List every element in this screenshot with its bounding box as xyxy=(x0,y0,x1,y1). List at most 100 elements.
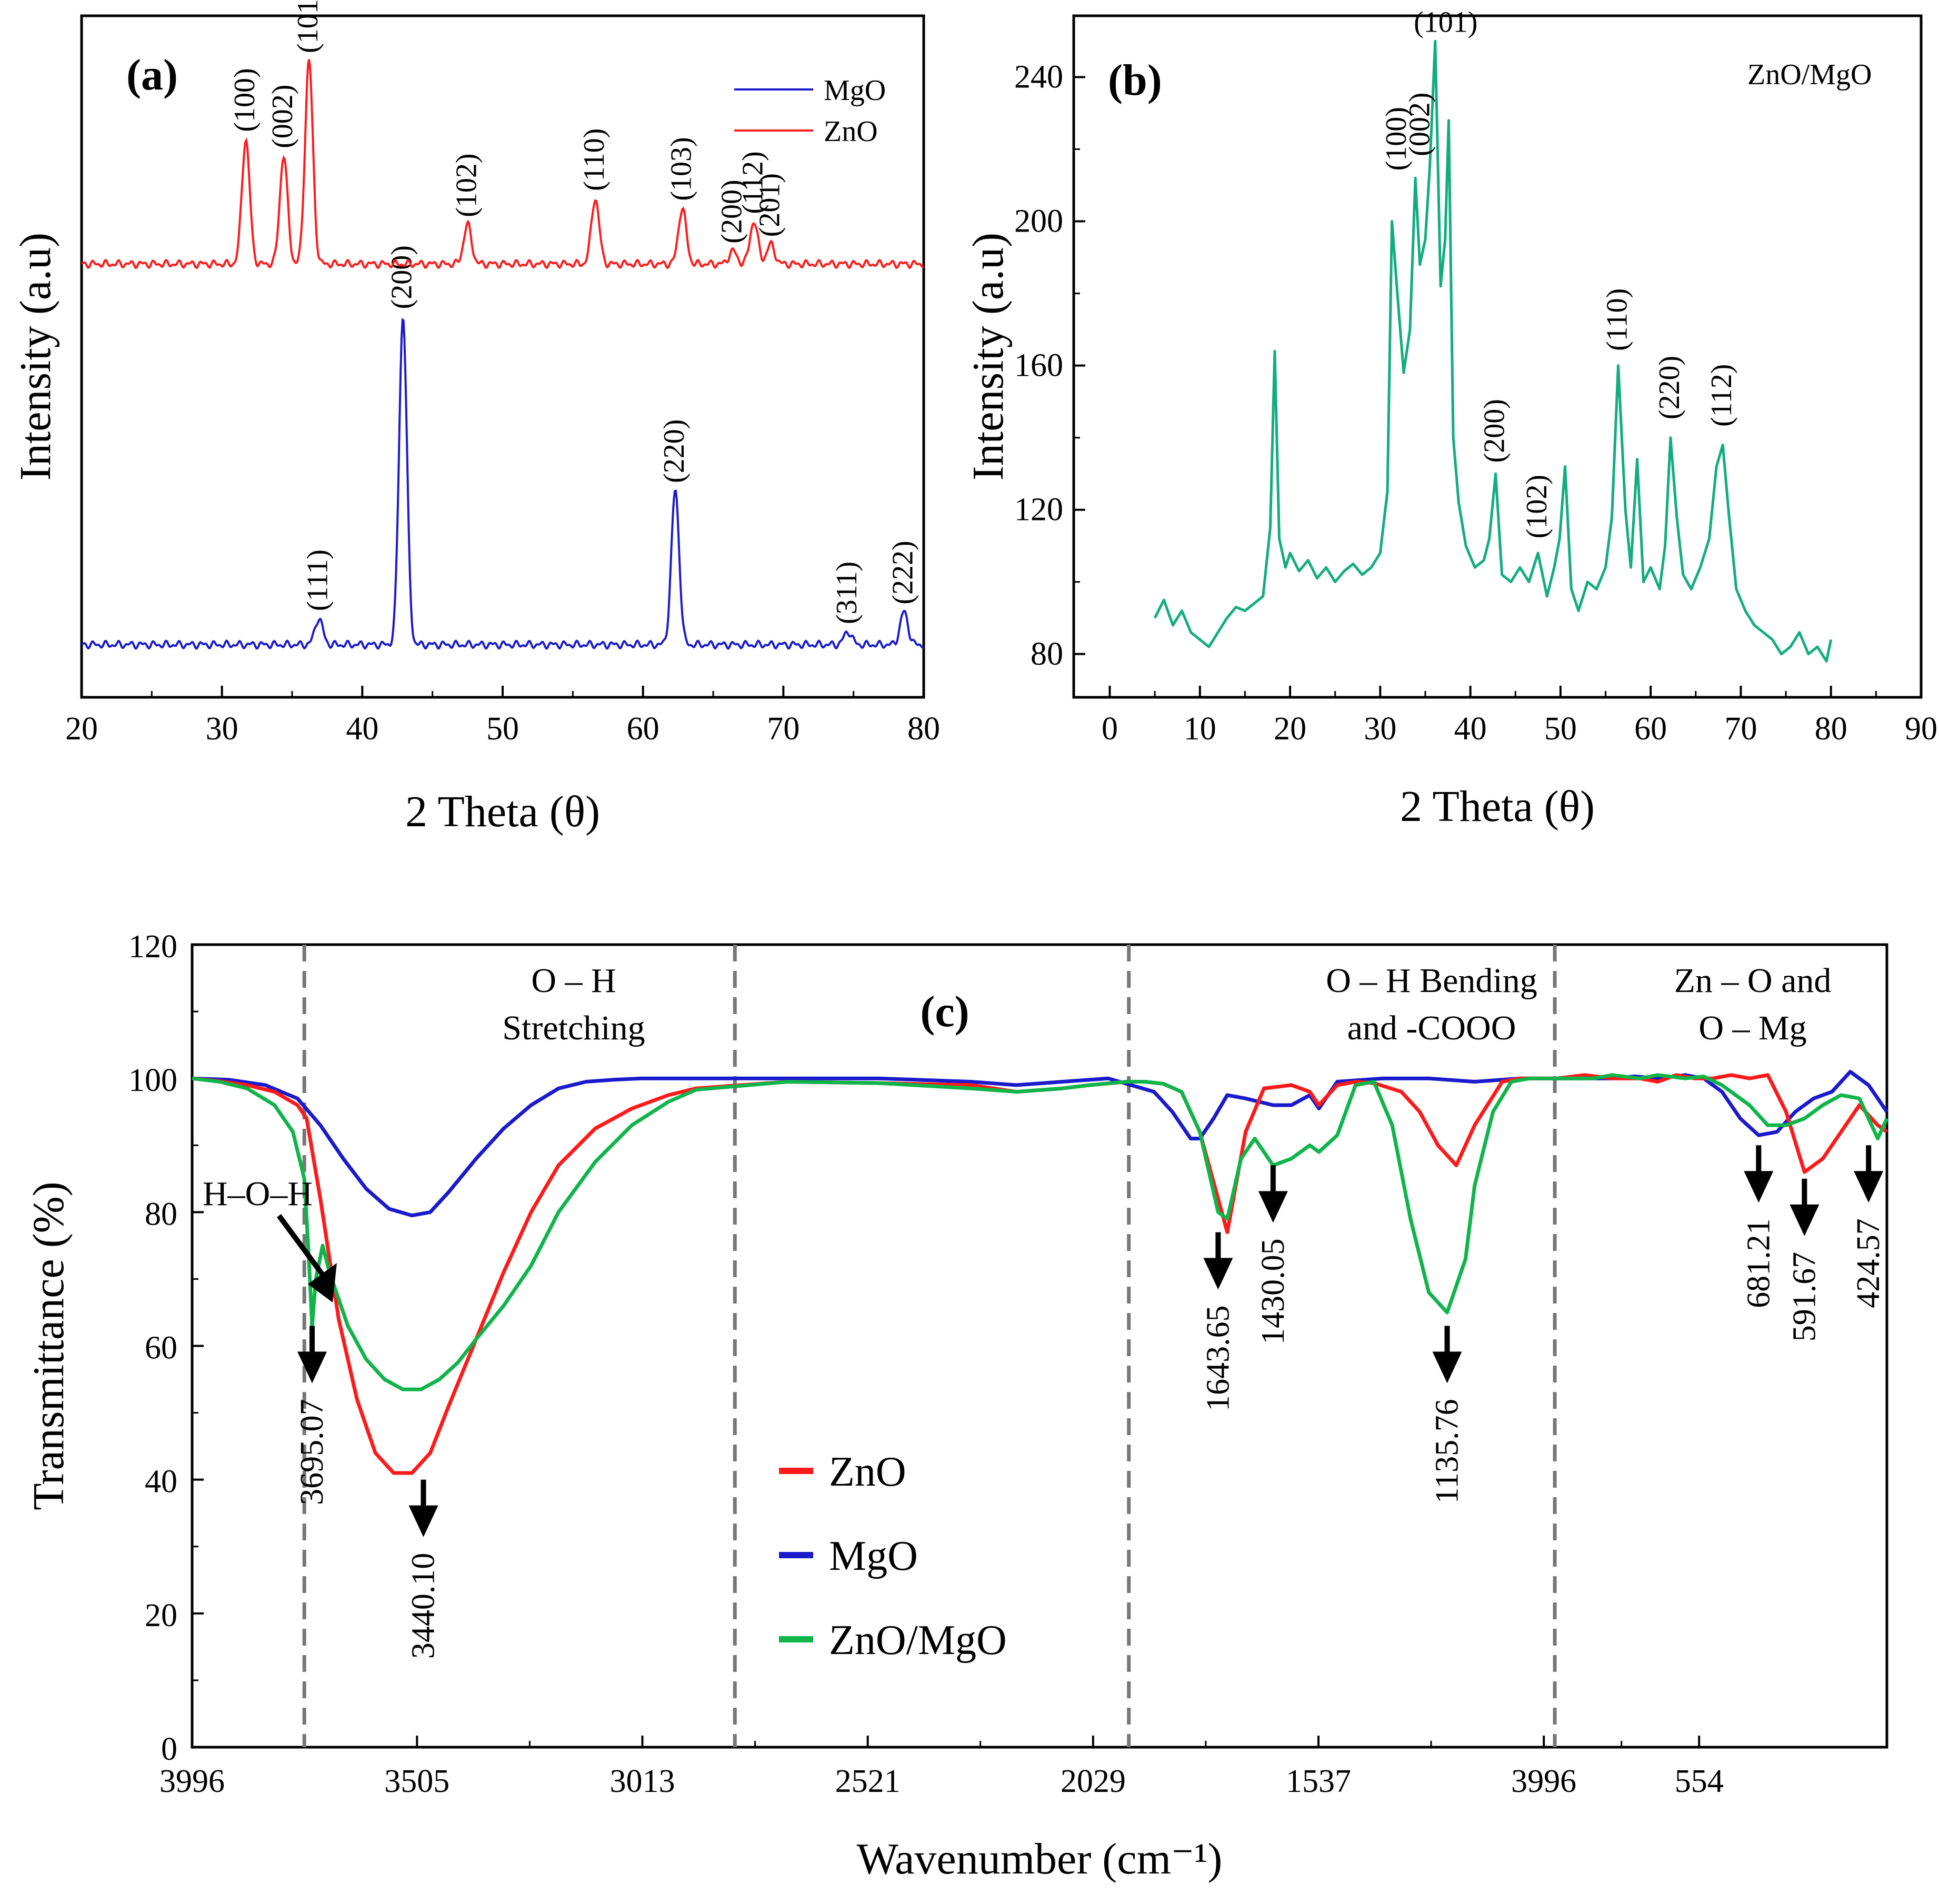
hoh-label: H–O–H xyxy=(203,1175,313,1213)
x-axis-title: 2 Theta (θ) xyxy=(405,787,600,836)
peak-label: (112) xyxy=(736,151,769,214)
peak-wavenumber-label: 1643.65 xyxy=(1200,1305,1236,1411)
peak-label: (222) xyxy=(887,540,919,604)
y-tick-label: 160 xyxy=(1014,348,1063,384)
region-label: O – H Bending xyxy=(1326,961,1537,1000)
y-tick-label: 120 xyxy=(128,929,177,965)
x-tick-label: 554 xyxy=(1675,1763,1724,1799)
x-tick-label: 60 xyxy=(1634,711,1667,747)
x-tick-label: 30 xyxy=(1364,711,1396,747)
peak-arrow-head xyxy=(1203,1258,1233,1290)
legend-label: ZnO xyxy=(829,1449,906,1495)
x-tick-label: 2521 xyxy=(835,1763,901,1799)
region-label: O – H xyxy=(531,961,616,1000)
panel-label: (c) xyxy=(920,987,969,1036)
peak-label: (220) xyxy=(1653,356,1686,419)
series-line-znomgo xyxy=(192,1073,1889,1391)
peak-arrow-head xyxy=(297,1351,327,1384)
x-tick-label: 3996 xyxy=(159,1763,225,1799)
peak-wavenumber-label: 591.67 xyxy=(1786,1252,1822,1342)
peak-label: (102) xyxy=(1521,475,1553,538)
hoh-arrow-head xyxy=(308,1263,337,1302)
peak-label: (201) xyxy=(753,173,786,237)
x-tick-label: 40 xyxy=(346,711,378,747)
y-axis-title: Intensity (a.u) xyxy=(964,233,1013,480)
legend-label: MgO xyxy=(824,74,886,107)
x-axis-title: Wavenumber (cm⁻¹) xyxy=(857,1835,1223,1883)
y-tick-label: 80 xyxy=(145,1196,177,1232)
region-label: and -COOO xyxy=(1347,1009,1516,1047)
legend-label: ZnO/MgO xyxy=(829,1617,1007,1664)
peak-arrow-head xyxy=(1258,1191,1288,1223)
series-line-mgo xyxy=(192,1070,1888,1218)
x-tick-label: 70 xyxy=(1724,711,1757,747)
plot-frame xyxy=(1072,14,1923,699)
peak-wavenumber-label: 424.57 xyxy=(1851,1218,1886,1308)
peak-wavenumber-label: 1430.05 xyxy=(1255,1238,1291,1345)
x-tick-label: 90 xyxy=(1905,711,1937,747)
y-tick-label: 80 xyxy=(1031,636,1063,672)
peak-label: (112) xyxy=(1705,364,1738,427)
x-tick-label: 3013 xyxy=(609,1763,675,1799)
x-tick-label: 10 xyxy=(1184,711,1216,747)
x-axis-title: 2 Theta (θ) xyxy=(1400,782,1595,831)
x-tick-label: 50 xyxy=(1544,711,1577,747)
peak-label: (100) xyxy=(1380,107,1413,171)
y-axis-title: Transmittance (%) xyxy=(24,1181,73,1510)
region-label: Stretching xyxy=(502,1009,645,1047)
series-line-znomgo xyxy=(1153,39,1833,663)
peak-label: (200) xyxy=(1478,399,1511,463)
region-label: O – Mg xyxy=(1698,1009,1806,1047)
series-line-zno xyxy=(192,1073,1888,1475)
panel-letter: b xyxy=(1123,56,1147,105)
peak-arrow-head xyxy=(1744,1171,1774,1203)
y-axis-title: Intensity (a.u) xyxy=(11,233,60,480)
peak-label: (111) xyxy=(302,549,334,611)
peak-label: (002) xyxy=(1403,93,1436,156)
peak-label: (110) xyxy=(578,128,611,191)
sample-annotation: ZnO/MgO xyxy=(1747,58,1872,91)
panel-letter: c xyxy=(935,987,954,1036)
series-line-zno xyxy=(81,59,925,269)
x-tick-label: 1537 xyxy=(1286,1763,1351,1799)
peak-label: (102) xyxy=(450,154,483,217)
peak-label: (101) xyxy=(1414,6,1477,38)
panel-letter: a xyxy=(141,51,163,99)
y-tick-label: 40 xyxy=(145,1464,177,1500)
y-tick-label: 100 xyxy=(128,1063,177,1098)
panel-a-xrd-zno-mgo: 20 30 40 50 60 70 80 (111) (200) (220) (311) (222) (… xyxy=(11,0,940,836)
y-tick-label: 200 xyxy=(1014,204,1063,239)
panel-c-ftir: 0 20 40 60 80 100 120 3996 3505 3013 2521 2029 1537 3… xyxy=(24,929,1889,1883)
peak-label: (311) xyxy=(831,562,863,624)
peak-arrow-head xyxy=(1854,1171,1884,1203)
peak-label: (110) xyxy=(1601,288,1634,351)
hoh-arrow-shaft xyxy=(276,1214,326,1278)
peak-arrow-head xyxy=(1790,1204,1820,1236)
x-tick-label: 2029 xyxy=(1061,1763,1126,1799)
peak-wavenumber-label: 3695.07 xyxy=(294,1399,330,1505)
peak-label: (100) xyxy=(228,68,261,132)
peak-label: (200) xyxy=(386,245,418,309)
panel-label: (b) xyxy=(1108,56,1162,105)
legend-label: MgO xyxy=(829,1533,918,1579)
peak-label: (002) xyxy=(266,85,299,148)
x-tick-label: 60 xyxy=(627,711,659,747)
peak-wavenumber-label: 3440.10 xyxy=(405,1553,441,1659)
plot-frame xyxy=(191,943,1888,1749)
y-tick-label: 60 xyxy=(145,1330,177,1366)
x-tick-label: 50 xyxy=(486,711,519,747)
x-tick-label: 80 xyxy=(907,711,940,747)
x-tick-label: 80 xyxy=(1815,711,1847,747)
peak-label: (220) xyxy=(658,419,691,483)
x-tick-label: 30 xyxy=(206,711,238,747)
region-label: Zn – O and xyxy=(1674,961,1832,1000)
x-tick-label: 40 xyxy=(1454,711,1487,747)
peak-label: (200) xyxy=(715,179,748,243)
x-tick-label: 20 xyxy=(1274,711,1306,747)
peak-label: (101) xyxy=(292,0,324,53)
panel-b-xrd-composite: 0 10 20 30 40 50 60 70 80 90 80 120 160 200 240 (100)(0… xyxy=(964,6,1937,831)
x-tick-label: 3505 xyxy=(384,1763,449,1799)
peak-wavenumber-label: 1135.76 xyxy=(1430,1399,1465,1504)
peak-arrow-head xyxy=(1432,1351,1462,1384)
peak-arrow-head xyxy=(408,1505,438,1537)
